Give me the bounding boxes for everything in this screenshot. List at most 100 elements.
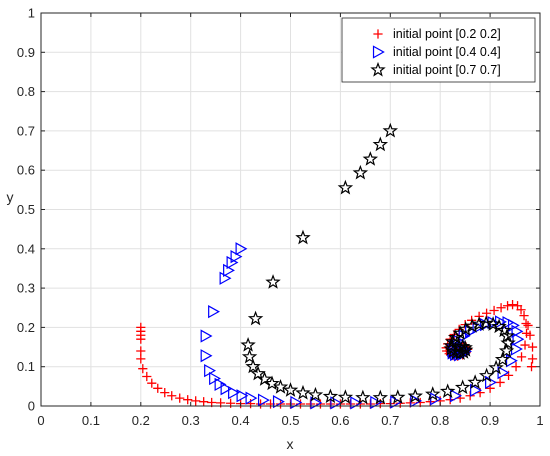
series-layer — [136, 122, 538, 410]
data-point — [290, 395, 303, 410]
x-tick-label: 0.7 — [381, 413, 399, 428]
data-point — [191, 396, 201, 406]
tick-labels: 0 0.1 0.2 0.3 0.4 0.5 0.6 0.7 0.8 0.9 1 0 0.1 0.2 0.3 0… — [17, 6, 544, 429]
y-tick-label: 0.4 — [17, 241, 35, 256]
data-point — [247, 310, 264, 326]
data-point — [390, 389, 406, 404]
data-point — [464, 318, 480, 333]
data-point — [322, 388, 339, 404]
data-point — [489, 305, 499, 316]
x-tick-label: 0.1 — [82, 413, 100, 428]
data-point — [370, 395, 383, 410]
data-point — [265, 274, 281, 289]
data-point — [226, 255, 239, 270]
y-tick-label: 0.2 — [17, 320, 35, 335]
data-point — [214, 377, 227, 392]
data-point — [167, 391, 177, 401]
data-point — [407, 388, 423, 403]
data-point — [498, 342, 515, 358]
data-point — [352, 164, 369, 180]
data-point — [439, 383, 456, 399]
data-point — [136, 354, 146, 364]
data-point — [507, 300, 518, 310]
y-tick-label: 0.8 — [17, 84, 35, 99]
data-point — [240, 336, 256, 352]
data-point — [372, 389, 389, 405]
y-tick-label: 0.6 — [17, 163, 35, 178]
data-point — [257, 393, 270, 407]
legend-entry-series-1: initial point [0.2 0.2] — [393, 27, 501, 41]
legend-marker-2 — [372, 45, 385, 59]
data-point — [256, 371, 273, 386]
data-point — [470, 383, 482, 397]
data-point — [521, 318, 531, 329]
x-tick-label: 0.2 — [132, 413, 150, 428]
x-tick-label: 0.4 — [232, 413, 250, 428]
data-point — [223, 263, 235, 278]
data-point — [355, 389, 371, 405]
data-point — [512, 332, 525, 346]
data-point — [454, 379, 471, 395]
data-point — [219, 271, 232, 285]
y-axis-label: y — [7, 189, 14, 205]
data-point — [136, 334, 146, 344]
data-point — [485, 375, 497, 390]
x-axis-label: x — [287, 436, 294, 452]
data-point — [208, 305, 220, 319]
data-point — [482, 308, 492, 318]
y-tick-label: 0.5 — [17, 202, 35, 217]
legend-marker-3 — [370, 61, 386, 77]
data-point — [525, 330, 535, 340]
data-point — [526, 362, 537, 372]
data-point — [241, 348, 258, 364]
data-point — [382, 122, 399, 138]
data-point — [478, 367, 495, 383]
data-point — [230, 250, 243, 264]
x-tick-label: 0.9 — [481, 413, 499, 428]
data-point — [315, 399, 326, 409]
data-point — [175, 393, 185, 403]
data-point — [337, 179, 354, 195]
data-point — [478, 315, 494, 331]
data-point — [147, 378, 157, 388]
legend-entry-series-2: initial point [0.4 0.4] — [393, 45, 501, 59]
data-point — [235, 242, 248, 256]
data-point — [511, 324, 524, 338]
legend-entry-series-3: initial point [0.7 0.7] — [393, 63, 501, 77]
legend: initial point [0.2 0.2] initial point [0… — [341, 17, 536, 83]
data-point — [519, 311, 529, 321]
x-tick-label: 0.5 — [281, 413, 299, 428]
data-point — [523, 320, 533, 331]
data-point — [496, 303, 506, 313]
data-point — [264, 375, 280, 391]
x-tick-label: 0.6 — [331, 413, 349, 428]
data-point — [424, 386, 441, 401]
data-point — [236, 389, 249, 403]
data-point — [471, 316, 487, 331]
data-point — [183, 395, 193, 405]
data-point — [153, 383, 163, 393]
data-point — [505, 354, 518, 368]
series-3 — [240, 122, 516, 405]
x-tick-label: 0.3 — [182, 413, 200, 428]
x-tick-label: 0.8 — [431, 413, 449, 428]
data-point — [272, 379, 289, 394]
data-point — [250, 365, 266, 381]
data-point — [295, 229, 311, 245]
data-point — [443, 337, 459, 353]
data-point — [307, 386, 324, 402]
data-point — [390, 395, 403, 409]
data-point — [245, 391, 258, 405]
data-point — [138, 364, 148, 374]
data-point — [410, 394, 423, 408]
data-point — [527, 342, 538, 352]
data-point — [496, 322, 512, 338]
data-point — [245, 358, 261, 374]
data-point — [282, 382, 299, 397]
y-tick-label: 1 — [28, 6, 35, 21]
y-tick-label: 0.9 — [17, 45, 35, 60]
data-point — [362, 151, 379, 166]
data-point — [451, 338, 467, 354]
data-point — [337, 389, 354, 404]
